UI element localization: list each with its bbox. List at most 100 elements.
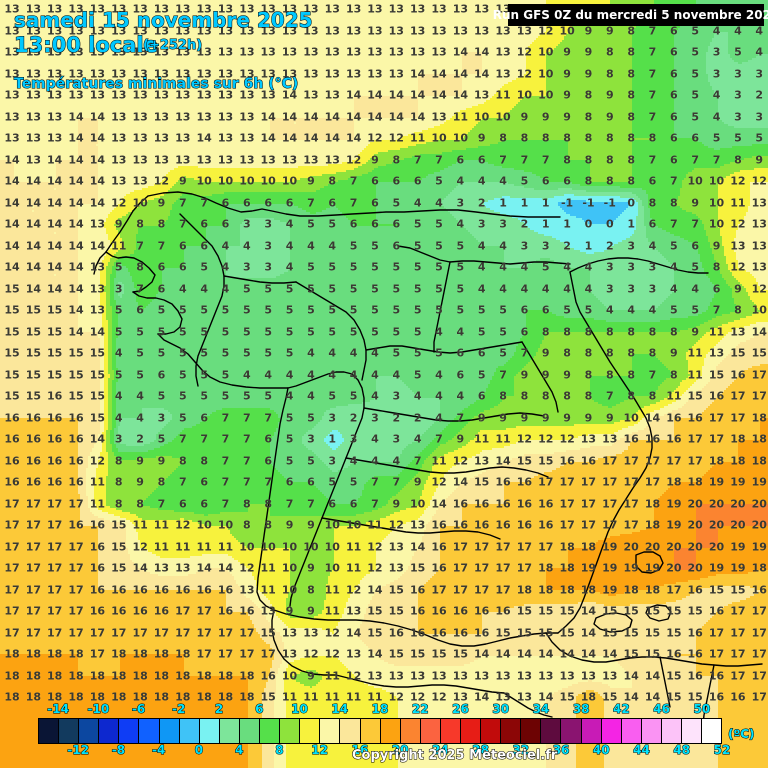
grid-temperature-value: 14 xyxy=(4,196,20,209)
grid-temperature-value: 12 xyxy=(538,432,554,446)
grid-temperature-value: 5 xyxy=(328,389,337,403)
grid-temperature-value: 8 xyxy=(114,454,123,467)
grid-temperature-value: 18 xyxy=(68,669,84,682)
grid-temperature-value: 7 xyxy=(371,497,379,510)
grid-temperature-value: 16 xyxy=(4,411,20,424)
grid-temperature-value: 17 xyxy=(708,432,725,446)
grid-temperature-value: 4 xyxy=(627,303,635,317)
grid-temperature-value: 19 xyxy=(644,561,661,575)
grid-temperature-value: 5 xyxy=(157,325,166,338)
grid-temperature-value: 5 xyxy=(307,454,315,467)
grid-temperature-value: 13 xyxy=(89,67,106,80)
grid-temperature-value: 18 xyxy=(751,411,767,424)
grid-temperature-value: 3 xyxy=(243,260,251,274)
grid-temperature-value: 13 xyxy=(89,88,106,102)
grid-temperature-value: 17 xyxy=(4,626,20,639)
grid-temperature-value: 6 xyxy=(563,174,571,188)
grid-temperature-value: 7 xyxy=(541,153,550,166)
grid-temperature-value: 2 xyxy=(477,196,486,209)
grid-temperature-value: 12 xyxy=(431,690,447,704)
legend-tick-lower: 40 xyxy=(592,743,610,758)
grid-temperature-value: 8 xyxy=(584,110,593,123)
grid-temperature-value: 15 xyxy=(260,690,276,704)
grid-temperature-value: 14 xyxy=(538,647,554,661)
grid-temperature-value: 10 xyxy=(452,131,468,145)
grid-temperature-value: 2 xyxy=(392,411,401,424)
grid-temperature-value: 17 xyxy=(431,583,447,596)
grid-temperature-value: 5 xyxy=(734,131,742,145)
grid-temperature-value: 15 xyxy=(559,690,575,704)
grid-temperature-value: 17 xyxy=(217,626,234,639)
grid-temperature-value: 20 xyxy=(666,540,682,553)
grid-temperature-value: 13 xyxy=(175,110,191,123)
grid-temperature-value: 9 xyxy=(605,411,614,424)
grid-temperature-value: 13 xyxy=(196,67,212,80)
legend-tick-lower: 0 xyxy=(194,743,204,758)
grid-temperature-value: 13 xyxy=(345,67,362,80)
grid-temperature-value: 10 xyxy=(751,303,767,317)
grid-temperature-value: 5 xyxy=(456,282,465,295)
grid-temperature-value: 9 xyxy=(541,411,550,424)
grid-temperature-value: 13 xyxy=(196,153,212,166)
grid-temperature-value: 17 xyxy=(25,518,41,532)
legend-swatch xyxy=(440,719,461,743)
grid-temperature-value: 16 xyxy=(538,518,554,532)
grid-temperature-value: 13 xyxy=(175,131,191,145)
grid-temperature-value: 9 xyxy=(477,411,486,424)
grid-temperature-value: 18 xyxy=(175,669,191,682)
grid-temperature-value: 4 xyxy=(435,368,443,381)
grid-temperature-value: 8 xyxy=(114,475,123,489)
grid-temperature-value: 13 xyxy=(111,67,127,80)
grid-temperature-value: 4 xyxy=(413,389,422,403)
grid-temperature-value: 5 xyxy=(307,260,315,274)
grid-temperature-value: 11 xyxy=(89,475,106,489)
grid-temperature-value: 13 xyxy=(217,45,234,59)
grid-temperature-value: 17 xyxy=(25,583,41,596)
grid-temperature-value: 5 xyxy=(178,325,187,338)
grid-temperature-value: 15 xyxy=(111,540,127,553)
grid-temperature-value: 8 xyxy=(200,454,208,467)
grid-temperature-value: 5 xyxy=(200,346,208,360)
grid-temperature-value: 3 xyxy=(734,110,742,123)
grid-temperature-value: 13 xyxy=(260,604,276,618)
grid-temperature-value: 5 xyxy=(477,368,486,381)
grid-temperature-value: 2 xyxy=(755,88,764,102)
grid-temperature-value: 4 xyxy=(371,432,379,446)
grid-temperature-value: 14 xyxy=(260,131,276,145)
grid-temperature-value: 12 xyxy=(730,174,746,188)
grid-temperature-value: 5 xyxy=(349,239,358,252)
grid-temperature-value: 9 xyxy=(584,411,593,424)
grid-temperature-value: 14 xyxy=(345,131,362,145)
legend-tick-lower: 52 xyxy=(713,743,731,758)
grid-temperature-value: 14 xyxy=(324,110,340,123)
grid-temperature-value: 15 xyxy=(89,346,106,360)
grid-temperature-value: 4 xyxy=(499,260,507,274)
grid-temperature-value: 13 xyxy=(68,88,84,102)
grid-temperature-value: 16 xyxy=(751,583,767,596)
legend-swatch xyxy=(561,719,582,743)
grid-temperature-value: 4 xyxy=(584,282,593,295)
grid-temperature-value: 9 xyxy=(563,67,571,80)
grid-temperature-value: 9 xyxy=(307,604,315,618)
grid-temperature-value: 15 xyxy=(644,626,661,639)
legend-tick-lower: 16 xyxy=(351,743,369,758)
grid-temperature-value: 14 xyxy=(367,647,383,661)
grid-temperature-value: 14 xyxy=(409,88,426,102)
grid-temperature-value: 4 xyxy=(328,239,337,252)
grid-temperature-value: 13 xyxy=(260,2,276,16)
grid-temperature-value: 7 xyxy=(435,432,443,446)
grid-temperature-value: 8 xyxy=(605,67,614,80)
legend-swatch xyxy=(199,719,220,743)
grid-temperature-value: 7 xyxy=(349,174,358,188)
grid-temperature-value: 13 xyxy=(132,174,148,188)
grid-temperature-value: 10 xyxy=(281,583,298,596)
grid-temperature-value: 17 xyxy=(495,583,511,596)
grid-temperature-value: 20 xyxy=(623,540,639,553)
grid-temperature-value: 14 xyxy=(4,260,20,274)
grid-temperature-value: 11 xyxy=(111,239,127,252)
grid-temperature-value: 14 xyxy=(431,497,447,510)
legend-swatch xyxy=(380,719,401,743)
grid-temperature-value: 12 xyxy=(89,454,106,467)
grid-temperature-value: 5 xyxy=(371,303,379,317)
grid-temperature-value: 13 xyxy=(68,24,84,37)
